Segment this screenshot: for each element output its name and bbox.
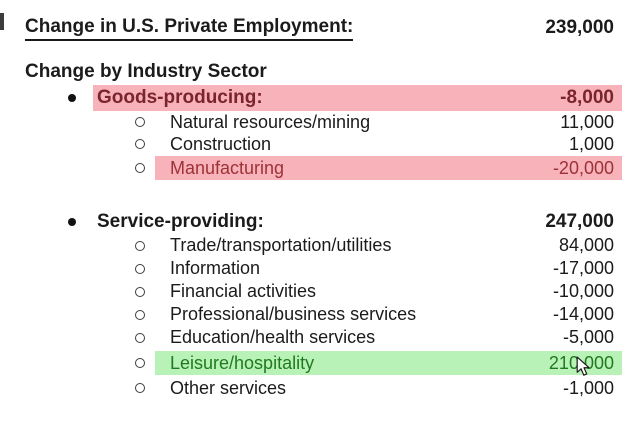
sector-row-service-providing: Service-providing: 247,000	[68, 209, 622, 234]
section-heading: Change by Industry Sector	[25, 61, 267, 82]
industry-value: -1,000	[562, 377, 614, 398]
industry-row-professional-business-services: Professional/business services -14,000	[135, 303, 622, 326]
circle-bullet-icon	[135, 263, 145, 274]
industry-value: -17,000	[552, 258, 614, 278]
industry-row-education-health-services: Education/health services -5,000	[135, 326, 622, 349]
industry-value: 84,000	[558, 235, 614, 255]
industry-label: Professional/business services	[170, 304, 417, 324]
sector-row-goods-producing: Goods-producing: -8,000	[68, 85, 622, 111]
industry-row-construction: Construction 1,000	[135, 133, 622, 155]
page-title: Change in U.S. Private Employment:	[25, 16, 354, 41]
industry-value: 210,000	[548, 352, 614, 373]
industry-value: -10,000	[552, 281, 614, 301]
industry-label: Natural resources/mining	[170, 111, 371, 132]
industry-value: 11,000	[560, 111, 614, 132]
sector-value: -8,000	[560, 87, 614, 108]
industry-label: Manufacturing	[170, 157, 285, 178]
total-employment-value: 239,000	[545, 17, 614, 38]
circle-bullet-icon	[135, 358, 145, 368]
industry-value: 1,000	[568, 133, 614, 154]
industry-value: -14,000	[552, 304, 614, 324]
circle-bullet-icon	[135, 383, 145, 393]
industry-row-financial-activities: Financial activities -10,000	[135, 280, 622, 303]
bullet-icon	[68, 94, 76, 102]
industry-label: Other services	[170, 377, 287, 398]
industry-row-natural-resources: Natural resources/mining 11,000	[135, 111, 622, 133]
circle-bullet-icon	[135, 139, 145, 149]
title-row: Change in U.S. Private Employment: 239,0…	[25, 14, 622, 42]
circle-bullet-icon	[135, 163, 145, 173]
circle-bullet-icon	[135, 117, 145, 127]
circle-bullet-icon	[135, 286, 145, 297]
circle-bullet-icon	[135, 309, 145, 320]
industry-label: Trade/transportation/utilities	[170, 235, 392, 255]
industry-label: Construction	[170, 133, 272, 154]
industry-row-leisure-hospitality: Leisure/hospitality 210,000	[135, 351, 622, 375]
sector-value: 247,000	[545, 210, 614, 232]
industry-label: Information	[170, 258, 261, 278]
industry-label: Financial activities	[170, 281, 317, 301]
industry-row-information: Information -17,000	[135, 257, 622, 280]
sector-label: Service-providing:	[97, 210, 264, 232]
industry-value: -5,000	[562, 327, 614, 347]
circle-bullet-icon	[135, 332, 145, 343]
industry-label: Leisure/hospitality	[170, 352, 315, 373]
sector-label: Goods-producing:	[97, 87, 263, 108]
industry-row-other-services: Other services -1,000	[135, 377, 622, 399]
bullet-icon	[68, 217, 76, 226]
industry-label: Education/health services	[170, 327, 376, 347]
industry-row-trade-transportation-utilities: Trade/transportation/utilities 84,000	[135, 234, 622, 257]
industry-value: -20,000	[552, 157, 614, 178]
circle-bullet-icon	[135, 240, 145, 251]
left-edge-artifact	[0, 13, 4, 30]
industry-row-manufacturing: Manufacturing -20,000	[135, 156, 622, 180]
